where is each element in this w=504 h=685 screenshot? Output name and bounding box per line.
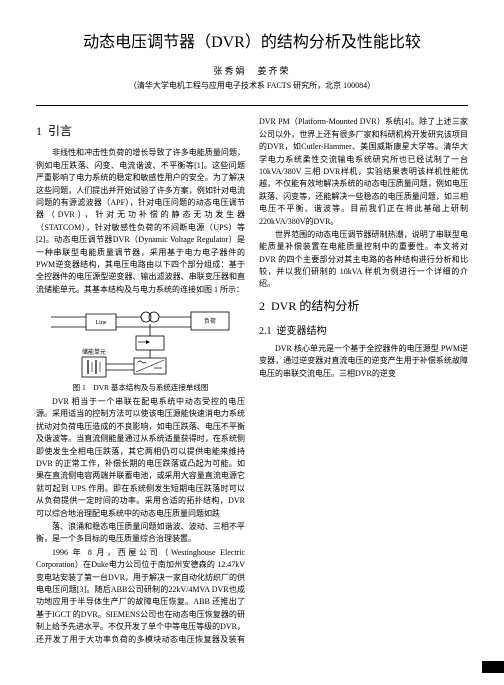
svg-text:储能单元: 储能单元 xyxy=(81,348,105,356)
section-title: DVR 的结构分析 xyxy=(271,299,359,313)
section-2-1-heading: 2.1 逆变器结构 xyxy=(259,322,468,337)
figure-1: Line 负荷 xyxy=(36,302,245,393)
paragraph: DVR 相当于一个串联在配电系统中动态受控的电压源。采用适当的控制方法可以使该电… xyxy=(36,396,245,520)
paragraph: 落、浪涌和稳态电压质量问题如谐波、波动、三相不平衡，是一个多目标的电压质量综合治… xyxy=(36,521,245,546)
svg-text:Line: Line xyxy=(95,320,106,326)
authors: 张秀娟 姜齐荣 xyxy=(36,64,468,77)
paragraph: DVR 核心单元是一个基于全控器件的电压源型 PWM逆变器，通过逆变器对直流电压… xyxy=(259,343,468,380)
page-title: 动态电压调节器（DVR）的结构分析及性能比较 xyxy=(36,32,468,54)
svg-text:负荷: 负荷 xyxy=(203,317,215,325)
section-num: 2.1 xyxy=(259,326,272,337)
section-num: 2 xyxy=(259,299,265,313)
section-1-heading: 1 引言 xyxy=(36,122,245,139)
figure-1-diagram: Line 负荷 xyxy=(46,302,236,380)
section-num: 1 xyxy=(36,124,42,138)
section-title: 引言 xyxy=(48,124,72,138)
affiliation: （清华大学电机工程与应用电子技术系 FACTS 研究所，北京 100084） xyxy=(36,80,468,91)
section-title: 逆变器结构 xyxy=(277,326,327,337)
section-2-heading: 2 DVR 的结构分析 xyxy=(259,297,468,314)
paragraph: 世界范围的动态电压调节器研制热潮，说明了串联型电能质量补偿装置在电能质量控制中的… xyxy=(259,229,468,291)
content-columns: 1 引言 非线性和冲击性负荷的增长导致了许多电能质量问题，例如电压跌落、闪变、电… xyxy=(36,105,468,653)
figure-1-caption: 图 1 DVR 基本结构及与系统连接单线图 xyxy=(36,382,245,393)
paragraph: 非线性和冲击性负荷的增长导致了许多电能质量问题，例如电压跌落、闪变、电流谐波、不… xyxy=(36,147,245,296)
page-corner-marker xyxy=(482,661,504,673)
